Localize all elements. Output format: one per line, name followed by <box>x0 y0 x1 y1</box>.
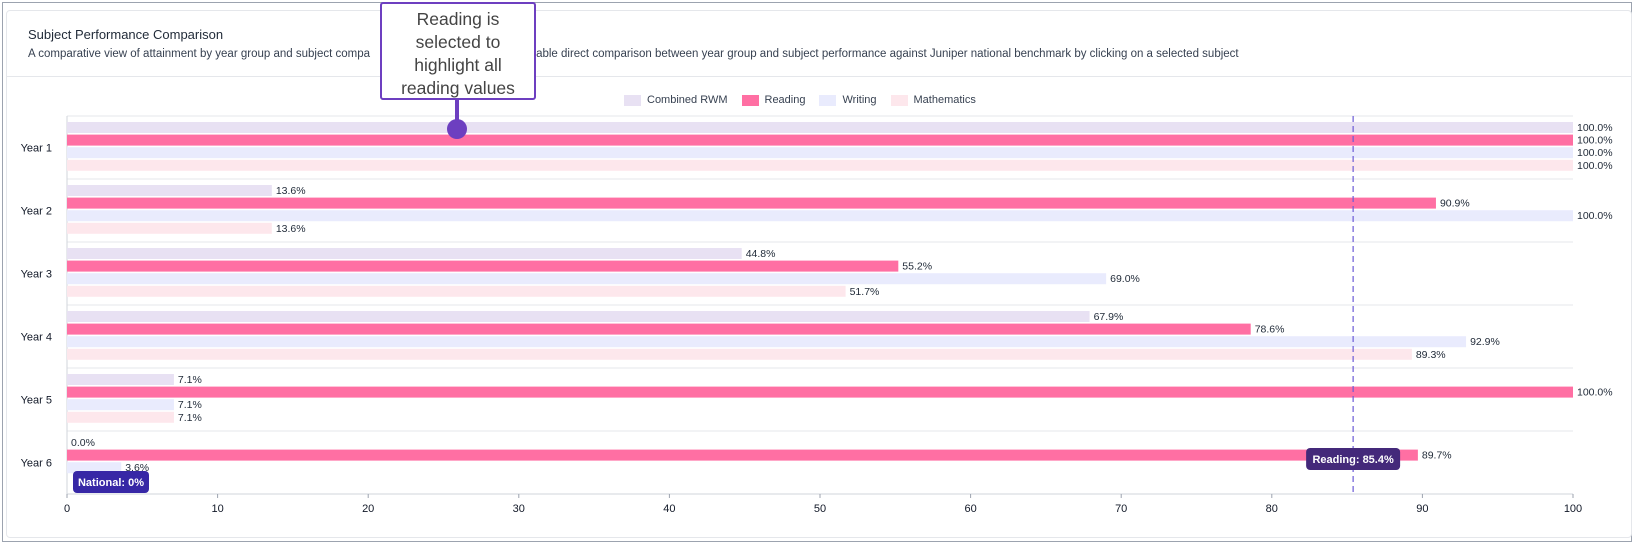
x-tick-label: 100 <box>1564 503 1582 515</box>
reading-benchmark-tooltip <box>1306 448 1401 470</box>
legend-item-combined[interactable]: Combined RWM <box>624 94 728 106</box>
bar-combined <box>67 185 272 196</box>
value-label-mathematics: 89.3% <box>1416 349 1446 361</box>
callout-line-3: highlight all <box>414 55 502 75</box>
bar-combined <box>67 374 174 385</box>
card-title: Subject Performance Comparison <box>28 27 224 42</box>
value-label-combined: 100.0% <box>1577 122 1613 134</box>
legend-item-writing[interactable]: Writing <box>819 94 877 106</box>
x-tick-label: 60 <box>964 503 976 515</box>
value-label-mathematics: 13.6% <box>276 223 306 235</box>
x-tick-label: 90 <box>1416 503 1428 515</box>
callout-stem <box>455 99 459 121</box>
bar-writing <box>67 210 1573 222</box>
bar-combined <box>67 311 1090 322</box>
value-label-reading: 90.9% <box>1440 198 1470 210</box>
callout-line-4: reading values <box>401 78 515 98</box>
bar-reading <box>67 323 1251 335</box>
bar-combined <box>67 122 1573 133</box>
bar-writing <box>67 336 1467 348</box>
card-description: A comparative view of attainment by year… <box>28 48 1239 60</box>
legend-item-mathematics[interactable]: Mathematics <box>890 94 976 106</box>
bar-writing <box>67 147 1573 159</box>
legend-swatch-combined <box>624 94 641 106</box>
bar-reading <box>67 386 1573 398</box>
category-label: Year 1 <box>21 143 52 155</box>
value-label-writing: 69.0% <box>1110 273 1140 285</box>
bar-mathematics <box>67 222 272 234</box>
national-benchmark-tooltip <box>73 471 149 493</box>
value-label-writing: 100.0% <box>1577 147 1613 159</box>
value-label-reading: 78.6% <box>1255 324 1285 336</box>
bar-mathematics <box>67 411 174 423</box>
bar-mathematics <box>67 159 1573 171</box>
card-description-left: A comparative view of attainment by year… <box>28 48 370 60</box>
value-label-reading: 55.2% <box>902 261 932 273</box>
value-label-mathematics: 51.7% <box>850 286 880 298</box>
value-label-writing: 7.1% <box>178 399 202 411</box>
legend-label-combined: Combined RWM <box>647 94 728 106</box>
value-label-combined: 13.6% <box>276 185 306 197</box>
x-tick-label: 10 <box>211 503 223 515</box>
x-tick-label: 70 <box>1115 503 1127 515</box>
bar-reading <box>67 449 1418 461</box>
card-header: Subject Performance Comparison A compara… <box>7 11 1631 77</box>
legend-item-reading[interactable]: Reading <box>741 94 806 106</box>
bar-writing <box>67 399 174 411</box>
value-label-writing: 100.0% <box>1577 210 1613 222</box>
legend-swatch-mathematics <box>890 94 908 106</box>
card-description-right: Enable direct comparison between year gr… <box>522 48 1239 60</box>
bar-reading <box>67 134 1573 146</box>
x-tick-label: 80 <box>1266 503 1278 515</box>
category-label: Year 4 <box>21 332 52 344</box>
value-label-mathematics: 100.0% <box>1577 160 1613 172</box>
bar-reading <box>67 260 899 272</box>
x-tick-label: 50 <box>814 503 826 515</box>
annotation-callout: Reading is selected to highlight all rea… <box>380 2 536 100</box>
value-label-combined: 67.9% <box>1094 311 1124 323</box>
x-tick-label: 30 <box>513 503 525 515</box>
value-label-combined: 7.1% <box>178 374 202 386</box>
callout-line-2: selected to <box>415 32 501 52</box>
category-label: Year 2 <box>21 206 52 218</box>
category-label: Year 6 <box>21 458 52 470</box>
value-label-combined: 0.0% <box>71 437 95 449</box>
x-tick-label: 0 <box>64 503 70 515</box>
bar-combined <box>67 248 742 259</box>
chart-legend: Combined RWM Reading Writing Mathematics <box>624 94 976 106</box>
national-benchmark-tooltip-label: National: 0% <box>78 477 144 489</box>
bar-reading <box>67 197 1436 209</box>
bar-mathematics <box>67 348 1412 360</box>
legend-swatch-writing <box>819 94 837 106</box>
bar-mathematics <box>67 285 846 297</box>
bar-writing <box>67 273 1107 285</box>
category-label: Year 5 <box>21 395 52 407</box>
value-label-reading: 100.0% <box>1577 135 1613 147</box>
legend-label-writing: Writing <box>842 94 877 106</box>
legend-swatch-reading <box>741 94 759 106</box>
reading-benchmark-tooltip-label: Reading: 85.4% <box>1312 454 1394 466</box>
value-label-writing: 92.9% <box>1470 336 1500 348</box>
callout-dot <box>447 119 467 139</box>
value-label-reading: 100.0% <box>1577 387 1613 399</box>
legend-label-mathematics: Mathematics <box>913 94 976 106</box>
x-tick-label: 20 <box>362 503 374 515</box>
callout-line-1: Reading is <box>416 9 500 29</box>
value-label-reading: 89.7% <box>1422 450 1452 462</box>
category-label: Year 3 <box>21 269 52 281</box>
value-label-mathematics: 7.1% <box>178 412 202 424</box>
x-tick-label: 40 <box>663 503 675 515</box>
bar-writing <box>67 462 122 474</box>
value-label-combined: 44.8% <box>746 248 776 260</box>
legend-label-reading: Reading <box>764 94 806 106</box>
